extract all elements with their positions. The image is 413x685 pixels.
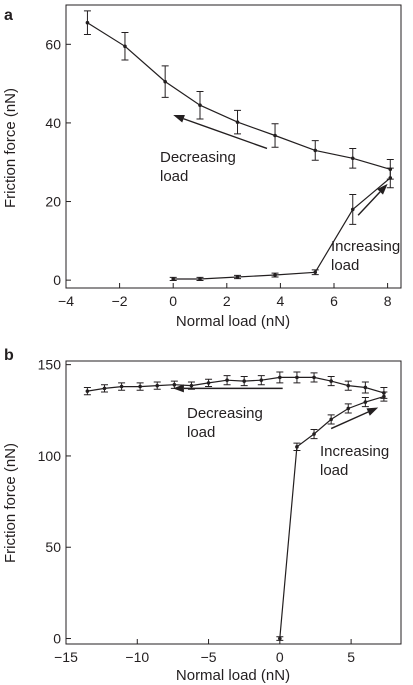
panel-a-series-2-point xyxy=(198,277,202,281)
panel-b-frame xyxy=(65,360,402,645)
panel-b-series-1-point xyxy=(189,383,194,388)
panel-b-series-1-point xyxy=(346,383,351,388)
panel-b-y-tick-label: 50 xyxy=(45,539,61,555)
panel-a-series-1-point xyxy=(123,44,127,49)
panel-a-series-1-point xyxy=(85,20,90,25)
panel-b-annotations: Decreasing load Increasing load xyxy=(172,384,389,479)
panel-b-series-2-point xyxy=(363,400,368,404)
panel-a-frame xyxy=(65,4,402,289)
panel-b-series-1-point xyxy=(119,384,124,389)
panel-a-series-2-point xyxy=(235,275,240,279)
panel-b-y-tick-label: 100 xyxy=(38,448,62,464)
panel-a-annotation-arrow-2 xyxy=(357,191,381,216)
panel-a-x-tick-label: −4 xyxy=(58,293,74,309)
panel-b-decreasing-label-line2: load xyxy=(187,424,215,441)
panel-b-x-tick-label: 0 xyxy=(276,649,284,665)
panel-b-series-1-point xyxy=(172,382,177,387)
panel-b-label: b xyxy=(4,347,14,364)
panel-b-series-2-point xyxy=(382,394,386,399)
panel-a-increasing-label-line2: load xyxy=(331,257,359,274)
panel-b-series-1-line xyxy=(87,376,385,394)
panel-b-series-1-point xyxy=(138,384,142,389)
panel-b-series-1-point xyxy=(155,383,160,388)
panel-b-series-1-point xyxy=(295,375,299,380)
panel-b-annotation-arrowhead-2 xyxy=(366,407,379,416)
panel-a-series-2-point xyxy=(273,273,277,277)
chart-panel-b: b −15 −10 −5 0 5 0 50 100 150 Decreasing load I… xyxy=(2,347,402,684)
panel-a-y-tick-label: 0 xyxy=(53,272,61,288)
panel-a-x-tick-label: 4 xyxy=(277,293,285,309)
panel-a-decreasing-label-line2: load xyxy=(160,168,188,185)
panel-b-x-tick-label: −10 xyxy=(125,649,149,665)
panel-b-annotation-arrowhead-1 xyxy=(172,384,184,393)
panel-a-label: a xyxy=(4,7,13,24)
panel-b-series-2-point xyxy=(312,432,316,436)
panel-b-series-1-point xyxy=(259,378,264,382)
chart-panel-a: a −4 −2 0 2 4 6 8 0 20 40 60 Decreasing load Incr… xyxy=(2,4,402,330)
panel-b-x-tick-label: 5 xyxy=(347,649,355,665)
panel-b-increasing-label-line2: load xyxy=(320,462,348,479)
panel-a-series-2-point xyxy=(388,176,393,180)
panel-b-x-tick-label: −5 xyxy=(201,649,217,665)
panel-b-series-1-point xyxy=(363,385,368,390)
panel-b-decreasing-label-line1: Decreasing xyxy=(187,405,263,422)
panel-b-series-2-point xyxy=(295,445,299,449)
panel-a-series-1-point xyxy=(163,79,167,84)
panel-b-series-2-point xyxy=(346,406,351,411)
panel-a-series-2-point xyxy=(313,270,318,275)
panel-b-series-1-point xyxy=(206,381,211,385)
panel-b-series-1-point xyxy=(225,378,229,382)
panel-b-annotation-arrow-2 xyxy=(330,411,369,430)
panel-b-series-1-point xyxy=(278,375,282,380)
panel-a-y-axis: 0 20 40 60 xyxy=(45,36,71,288)
panel-b-series-1-point xyxy=(242,379,246,383)
panel-b-series-1-point xyxy=(85,389,90,393)
panel-a-x-axis-title: Normal load (nN) xyxy=(176,313,290,330)
panel-b-series xyxy=(83,371,388,641)
panel-b-series-1-point xyxy=(102,386,107,391)
panel-a-series-1-point xyxy=(235,120,240,124)
panel-b-x-tick-label: −15 xyxy=(54,649,78,665)
panel-b-series-1-point xyxy=(312,375,316,380)
panel-b-y-tick-label: 150 xyxy=(38,357,62,373)
panel-b-series-2-point xyxy=(329,417,333,422)
panel-a-series-1-point xyxy=(313,148,318,153)
panel-b-series-2-point xyxy=(278,636,282,641)
panel-a-x-tick-label: 0 xyxy=(169,293,177,309)
panel-a-decreasing-label-line1: Decreasing xyxy=(160,149,236,166)
panel-a-annotations: Decreasing load Increasing load xyxy=(160,114,400,274)
panel-a-x-axis: −4 −2 0 2 4 6 8 xyxy=(58,283,392,309)
panel-a-series-2-point xyxy=(171,277,175,281)
panel-b-x-axis: −15 −10 −5 0 5 xyxy=(54,639,355,665)
panel-a-annotation-arrowhead-1 xyxy=(173,114,185,123)
panel-a-series-2-point xyxy=(350,207,355,212)
panel-a-x-tick-label: 2 xyxy=(223,293,231,309)
panel-a-x-tick-label: −2 xyxy=(112,293,128,309)
panel-a-y-tick-label: 20 xyxy=(45,194,61,210)
panel-a-y-tick-label: 60 xyxy=(45,36,61,52)
panel-b-series-2-line xyxy=(279,396,385,639)
panel-a-series xyxy=(83,10,394,282)
panel-a-y-axis-title: Friction force (nN) xyxy=(2,88,19,208)
panel-b-x-axis-title: Normal load (nN) xyxy=(176,667,290,684)
panel-a-series-1-point xyxy=(273,133,277,138)
panel-a-series-1-line xyxy=(87,22,391,170)
panel-a-x-tick-label: 8 xyxy=(384,293,392,309)
panel-b-y-axis-title: Friction force (nN) xyxy=(2,443,19,563)
panel-a-y-tick-label: 40 xyxy=(45,115,61,131)
panel-a-series-1-point xyxy=(350,156,355,161)
panel-b-increasing-label-line1: Increasing xyxy=(320,443,389,460)
panel-b-y-axis: 0 50 100 150 xyxy=(38,357,71,647)
panel-b-y-tick-label: 0 xyxy=(53,631,61,647)
panel-a-annotation-arrowhead-2 xyxy=(377,183,388,195)
panel-a-increasing-label-line1: Increasing xyxy=(331,238,400,255)
panel-a-series-1-point xyxy=(198,103,202,108)
panel-b-series-1-point xyxy=(329,379,333,383)
panel-a-x-tick-label: 6 xyxy=(330,293,338,309)
panel-a-annotation-arrow-1 xyxy=(183,118,268,150)
